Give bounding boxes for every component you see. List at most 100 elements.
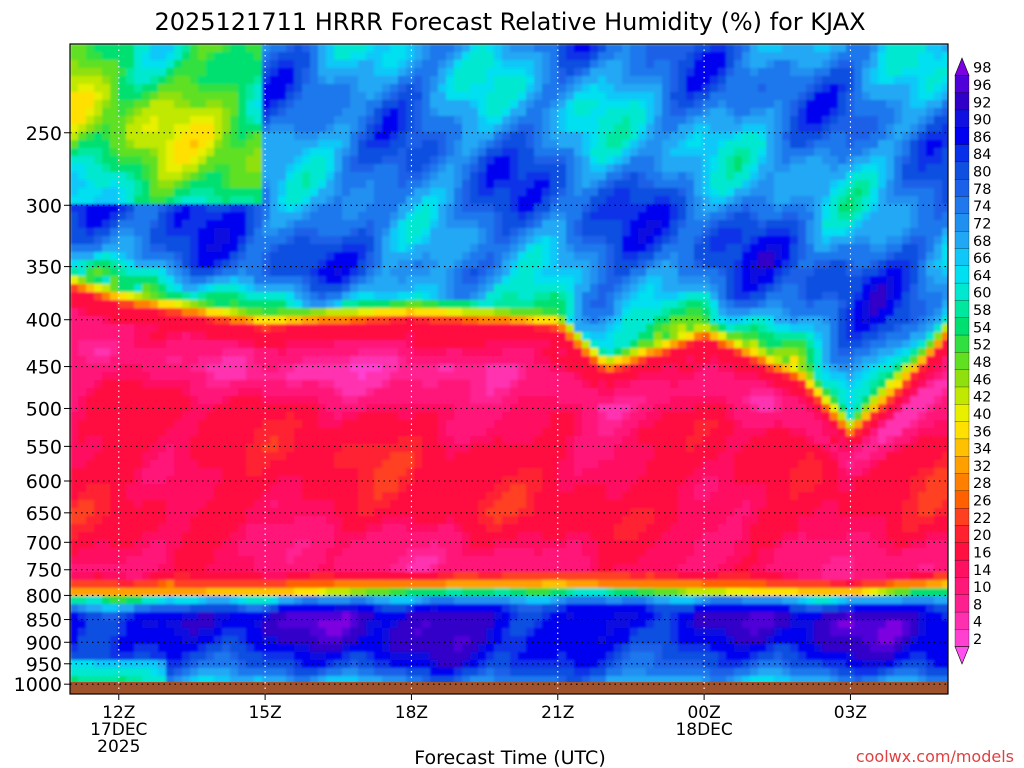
rh-cell xyxy=(502,476,511,485)
rh-cell xyxy=(302,52,311,61)
rh-cell xyxy=(310,428,319,437)
rh-cell xyxy=(102,68,111,77)
rh-cell xyxy=(286,300,295,309)
rh-cell xyxy=(270,580,279,589)
rh-cell xyxy=(182,628,191,637)
rh-cell xyxy=(342,540,351,549)
rh-cell xyxy=(470,620,479,629)
rh-cell xyxy=(158,596,167,605)
rh-cell xyxy=(102,100,111,109)
rh-cell xyxy=(478,500,487,509)
rh-cell xyxy=(550,236,559,245)
rh-cell xyxy=(422,556,431,565)
rh-cell xyxy=(406,636,415,645)
rh-cell xyxy=(422,364,431,373)
rh-cell xyxy=(550,220,559,229)
rh-cell xyxy=(246,212,255,221)
rh-cell xyxy=(126,132,135,141)
rh-cell xyxy=(542,500,551,509)
rh-cell xyxy=(94,380,103,389)
rh-cell xyxy=(366,548,375,557)
rh-cell xyxy=(110,628,119,637)
rh-cell xyxy=(230,660,239,669)
rh-cell xyxy=(102,380,111,389)
rh-cell xyxy=(526,124,535,133)
rh-cell xyxy=(358,388,367,397)
rh-cell xyxy=(406,532,415,541)
rh-cell xyxy=(190,364,199,373)
rh-cell xyxy=(254,324,263,333)
rh-cell xyxy=(262,140,271,149)
rh-cell xyxy=(438,564,447,573)
rh-cell xyxy=(254,124,263,133)
rh-cell xyxy=(422,76,431,85)
rh-cell xyxy=(406,420,415,429)
rh-cell xyxy=(222,644,231,653)
rh-cell xyxy=(462,396,471,405)
rh-cell xyxy=(366,476,375,485)
rh-cell xyxy=(398,204,407,213)
rh-cell xyxy=(94,340,103,349)
rh-cell xyxy=(278,628,287,637)
rh-cell xyxy=(462,316,471,325)
rh-cell xyxy=(414,652,423,661)
rh-cell xyxy=(374,644,383,653)
rh-cell xyxy=(70,180,79,189)
rh-cell xyxy=(350,300,359,309)
rh-cell xyxy=(70,228,79,237)
rh-cell xyxy=(414,532,423,541)
rh-cell xyxy=(150,228,159,237)
rh-cell xyxy=(358,92,367,101)
rh-cell xyxy=(510,324,519,333)
rh-cell xyxy=(198,324,207,333)
rh-cell xyxy=(286,252,295,261)
rh-cell xyxy=(238,620,247,629)
rh-cell xyxy=(150,252,159,261)
rh-cell xyxy=(518,92,527,101)
rh-cell xyxy=(454,164,463,173)
rh-cell xyxy=(422,164,431,173)
rh-cell xyxy=(486,596,495,605)
rh-cell xyxy=(342,276,351,285)
rh-cell xyxy=(302,628,311,637)
rh-cell xyxy=(102,620,111,629)
rh-cell xyxy=(342,252,351,261)
rh-cell xyxy=(414,484,423,493)
rh-cell xyxy=(190,404,199,413)
rh-cell xyxy=(262,620,271,629)
rh-cell xyxy=(246,532,255,541)
rh-cell xyxy=(174,532,183,541)
rh-cell xyxy=(470,652,479,661)
rh-cell xyxy=(438,260,447,269)
rh-cell xyxy=(102,348,111,357)
rh-cell xyxy=(198,644,207,653)
rh-cell xyxy=(526,460,535,469)
rh-cell xyxy=(358,572,367,581)
rh-cell xyxy=(326,564,335,573)
rh-cell xyxy=(374,548,383,557)
rh-cell xyxy=(390,444,399,453)
rh-cell xyxy=(206,60,215,69)
rh-cell xyxy=(510,644,519,653)
rh-cell xyxy=(334,588,343,597)
rh-cell xyxy=(470,484,479,493)
rh-cell xyxy=(326,340,335,349)
rh-cell xyxy=(158,388,167,397)
rh-cell xyxy=(238,276,247,285)
rh-cell xyxy=(86,308,95,317)
rh-cell xyxy=(358,492,367,501)
rh-cell xyxy=(374,572,383,581)
rh-cell xyxy=(294,676,303,685)
rh-cell xyxy=(446,428,455,437)
rh-cell xyxy=(94,148,103,157)
rh-cell xyxy=(150,588,159,597)
rh-cell xyxy=(182,564,191,573)
rh-cell xyxy=(462,108,471,117)
rh-cell xyxy=(110,84,119,93)
rh-cell xyxy=(390,668,399,677)
rh-cell xyxy=(382,412,391,421)
rh-cell xyxy=(262,508,271,517)
rh-cell xyxy=(518,500,527,509)
rh-cell xyxy=(262,228,271,237)
rh-cell xyxy=(286,460,295,469)
